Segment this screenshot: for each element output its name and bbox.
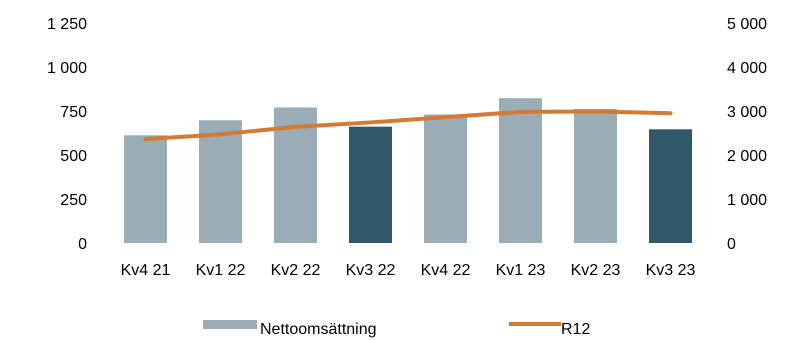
x-tick-label: Kv3 23 <box>646 262 696 279</box>
left-tick-label: 0 <box>78 236 87 253</box>
x-axis-ticks: Kv4 21 Kv1 22 Kv2 22 Kv3 22 Kv4 22 Kv1 23 Kv2 … <box>121 262 696 279</box>
bar-kv1-22 <box>199 120 242 243</box>
x-tick-label: Kv3 22 <box>346 262 396 279</box>
left-tick-label: 250 <box>60 192 87 209</box>
x-tick-label: Kv4 21 <box>121 262 171 279</box>
x-tick-label: Kv1 22 <box>196 262 246 279</box>
right-tick-label: 4 000 <box>727 60 767 77</box>
legend-label-line: R12 <box>561 321 590 338</box>
x-tick-label: Kv2 23 <box>571 262 621 279</box>
left-tick-label: 500 <box>60 148 87 165</box>
r12-line <box>143 109 673 142</box>
left-axis-ticks: 0 250 500 750 1 000 1 250 <box>47 16 87 253</box>
x-tick-label: Kv4 22 <box>421 262 471 279</box>
right-tick-label: 3 000 <box>727 104 767 121</box>
bar-kv4-22 <box>424 114 467 244</box>
right-tick-label: 5 000 <box>727 16 767 33</box>
x-tick-label: Kv1 23 <box>496 262 546 279</box>
legend: Nettoomsättning R12 <box>203 320 590 338</box>
r12-line-group <box>143 109 673 142</box>
right-tick-label: 2 000 <box>727 148 767 165</box>
legend-label-bar: Nettoomsättning <box>260 321 377 338</box>
bar-kv4-21 <box>124 135 167 243</box>
bar-kv3-22 <box>349 126 392 243</box>
right-tick-label: 1 000 <box>727 192 767 209</box>
left-tick-label: 1 000 <box>47 60 87 77</box>
bar-kv1-23 <box>499 98 542 243</box>
x-tick-label: Kv2 22 <box>271 262 321 279</box>
legend-swatch-bar <box>203 320 257 329</box>
bar-kv3-23 <box>649 129 692 243</box>
left-tick-label: 750 <box>60 104 87 121</box>
right-tick-label: 0 <box>727 236 736 253</box>
bar-kv2-23 <box>574 108 617 243</box>
left-tick-label: 1 250 <box>47 16 87 33</box>
right-axis-ticks: 0 1 000 2 000 3 000 4 000 5 000 <box>727 16 767 253</box>
bars <box>124 98 692 244</box>
